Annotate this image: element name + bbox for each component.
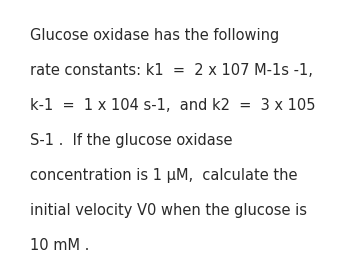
Text: rate constants: k1  =  2 x 107 M-1s -1,: rate constants: k1 = 2 x 107 M-1s -1, — [30, 63, 313, 78]
Text: 10 mM .: 10 mM . — [30, 238, 89, 253]
Text: concentration is 1 μM,  calculate the: concentration is 1 μM, calculate the — [30, 168, 298, 183]
Text: k-1  =  1 x 104 s-1,  and k2  =  3 x 105: k-1 = 1 x 104 s-1, and k2 = 3 x 105 — [30, 98, 315, 113]
Text: S-1 .  If the glucose oxidase: S-1 . If the glucose oxidase — [30, 133, 232, 148]
Text: Glucose oxidase has the following: Glucose oxidase has the following — [30, 28, 279, 43]
Text: initial velocity V0 when the glucose is: initial velocity V0 when the glucose is — [30, 203, 307, 218]
